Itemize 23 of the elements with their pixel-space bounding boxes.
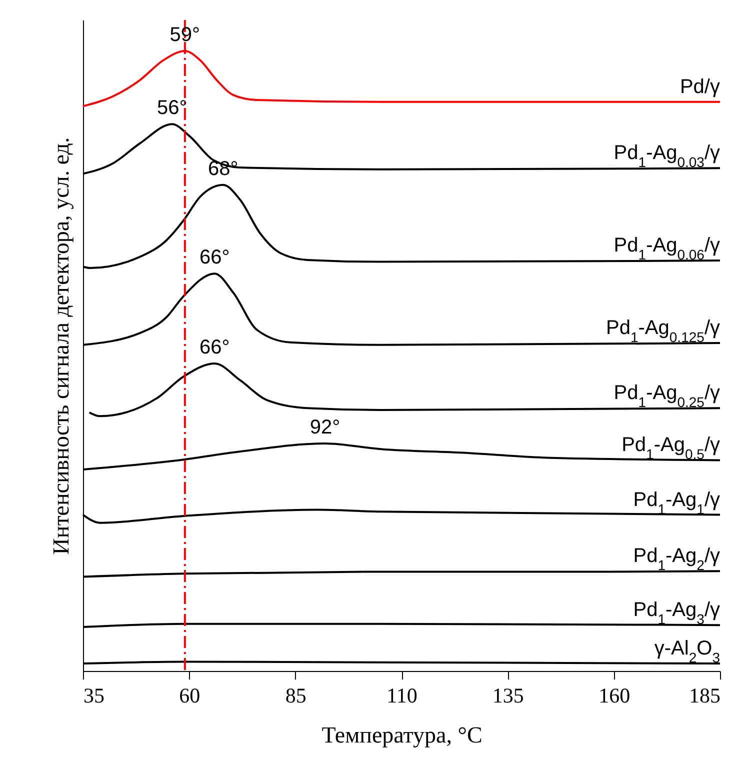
x-tick-label: 110 (386, 684, 418, 708)
x-axis-title: Температура, °C (322, 722, 482, 748)
series-label: Pd$_{1}$-Ag$_{2}$/γ (633, 545, 720, 574)
series-label: Pd$_{1}$-Ag$_{0.25}$/γ (614, 382, 720, 410)
annotation: 66° (200, 246, 230, 269)
x-tick-label: 160 (598, 684, 630, 708)
series-label: Pd$_{1}$-Ag$_{0.5}$/γ (622, 434, 720, 462)
series-label: Pd$_{1}$-Ag$_{3}$/γ (633, 599, 720, 628)
series-label: Pd$_{1}$-Ag$_{0.125}$/γ (606, 317, 720, 346)
x-tick-label: 60 (179, 684, 200, 708)
series-label: Pd$_{1}$-Ag$_{0.06}$/γ (614, 234, 720, 263)
x-tick-label: 35 (84, 684, 104, 708)
series-label: Pd$_{1}$-Ag$_{0.03}$/γ (614, 142, 720, 170)
x-tick-label: 135 (492, 684, 524, 708)
x-tick-label: 185 (689, 684, 720, 708)
y-axis-title: Интенсивность сигнала детектора, усл. ед. (48, 137, 74, 555)
series-label: Pd/γ (680, 76, 720, 98)
series-label: γ-Al$_{2}$O$_{3}$ (654, 638, 720, 666)
annotation: 92° (310, 416, 340, 438)
annotation: 59° (170, 24, 200, 46)
annotation: 66° (200, 336, 230, 358)
annotation: 56° (157, 97, 188, 120)
x-tick-label: 85 (285, 684, 306, 708)
